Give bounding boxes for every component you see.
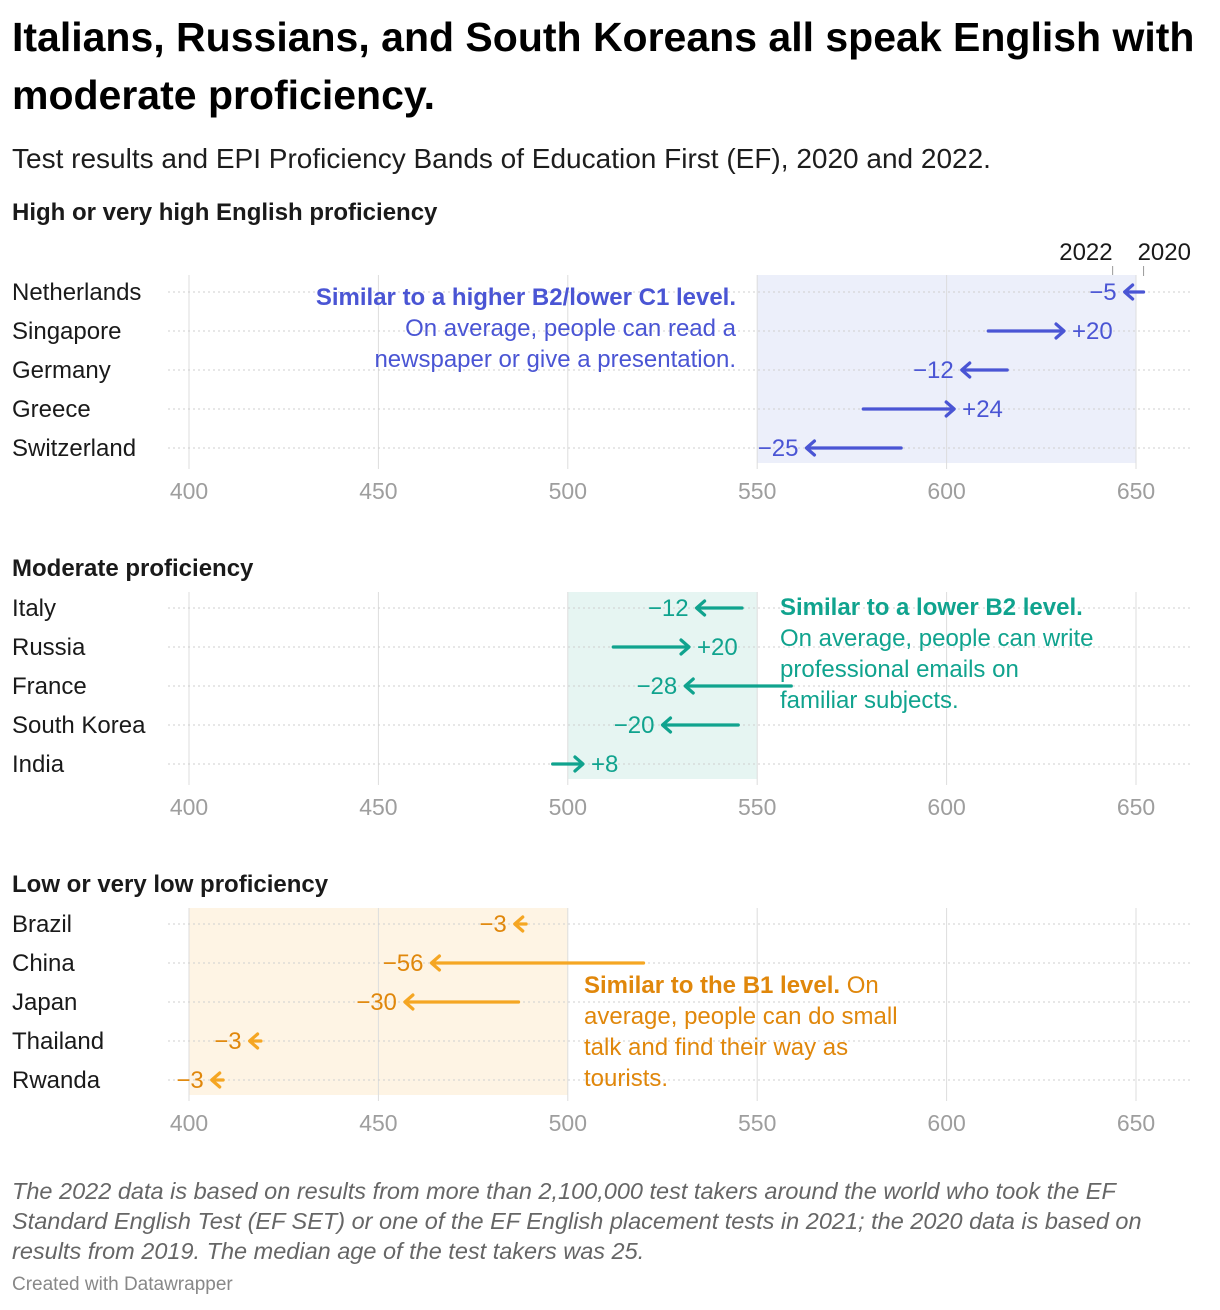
credit: Created with Datawrapper [12, 1274, 233, 1295]
chart-subtitle: Test results and EPI Proficiency Bands o… [12, 143, 991, 174]
tick-label-450: 450 [359, 478, 397, 504]
annotation-low: Similar to the B1 level. On average, peo… [584, 970, 929, 1094]
tick-label-400: 400 [170, 794, 208, 820]
tick-label-600: 600 [927, 794, 965, 820]
country-label-india: India [12, 751, 65, 778]
change-label-india: +8 [591, 751, 618, 778]
arrow-head-germany [960, 361, 972, 379]
chart-title: Italians, Russians, and South Koreans al… [12, 14, 1195, 118]
annotation-high: Similar to a higher B2/lower C1 level. O… [300, 282, 736, 375]
country-label-netherlands: Netherlands [12, 279, 141, 306]
arrow-head-india [573, 755, 585, 773]
arrow-head-greece [944, 400, 956, 418]
tick-label-400: 400 [170, 478, 208, 504]
country-label-south-korea: South Korea [12, 712, 146, 739]
arrow-head-south-korea [660, 716, 673, 734]
tick-label-450: 450 [359, 794, 397, 820]
change-label-south-korea: −20 [614, 712, 655, 739]
tick-label-400: 400 [170, 1110, 208, 1136]
annotation-moderate-text: On average, people can write professiona… [780, 625, 1094, 714]
tick-label-650: 650 [1117, 1110, 1155, 1136]
tick-label-500: 500 [549, 478, 587, 504]
change-label-thailand: −3 [214, 1028, 241, 1055]
change-label-russia: +20 [697, 634, 738, 661]
arrow-head-netherlands [1123, 283, 1135, 301]
tick-label-450: 450 [359, 1110, 397, 1136]
country-label-russia: Russia [12, 634, 86, 661]
country-label-china: China [12, 950, 75, 977]
tick-label-550: 550 [738, 1110, 776, 1136]
annotation-moderate: Similar to a lower B2 level. On average,… [780, 592, 1100, 716]
country-label-germany: Germany [12, 357, 111, 384]
arrow-head-china [429, 954, 442, 972]
country-label-thailand: Thailand [12, 1028, 104, 1055]
tick-label-500: 500 [549, 794, 587, 820]
tick-label-650: 650 [1117, 794, 1155, 820]
country-label-brazil: Brazil [12, 911, 72, 938]
tick-label-550: 550 [738, 794, 776, 820]
annotation-high-text: On average, people can read a newspaper … [374, 315, 736, 373]
country-label-rwanda: Rwanda [12, 1067, 101, 1094]
country-label-switzerland: Switzerland [12, 435, 136, 462]
arrow-head-japan [403, 993, 415, 1011]
arrow-head-rwanda [210, 1071, 222, 1089]
change-label-greece: +24 [962, 396, 1003, 423]
change-label-singapore: +20 [1072, 318, 1113, 345]
arrow-head-italy [694, 599, 707, 617]
tick-label-600: 600 [927, 478, 965, 504]
change-label-germany: −12 [913, 357, 954, 384]
legend-2022-label: 2022 [1059, 239, 1112, 266]
change-label-rwanda: −3 [176, 1067, 203, 1094]
arrow-head-singapore [1054, 322, 1066, 340]
annotation-low-bold: Similar to the B1 level. [584, 972, 841, 999]
legend-2020-label: 2020 [1138, 239, 1191, 266]
arrow-head-switzerland [804, 439, 817, 457]
arrow-head-brazil [513, 915, 525, 933]
change-label-switzerland: −25 [758, 435, 799, 462]
panel-moderate: Moderate proficiency 400 450 500 550 600 650 It… [12, 555, 1190, 820]
country-label-japan: Japan [12, 989, 77, 1016]
tick-label-650: 650 [1117, 478, 1155, 504]
change-label-japan: −30 [356, 989, 397, 1016]
country-label-france: France [12, 673, 87, 700]
tick-label-600: 600 [927, 1110, 965, 1136]
annotation-low-text: On average, people can do small talk and… [584, 972, 898, 1092]
panel-high: High or very high English proficiency 400… [12, 199, 1190, 504]
footnote: The 2022 data is based on results from m… [12, 1178, 1142, 1264]
arrow-head-thailand [248, 1032, 260, 1050]
country-label-italy: Italy [12, 595, 56, 622]
annotation-high-bold: Similar to a higher B2/lower C1 level. [315, 284, 736, 311]
panel-title-high: High or very high English proficiency [12, 199, 438, 226]
arrow-head-france [683, 677, 695, 695]
country-label-greece: Greece [12, 396, 91, 423]
arrow-head-russia [679, 638, 691, 656]
change-label-italy: −12 [648, 595, 689, 622]
country-label-singapore: Singapore [12, 318, 121, 345]
change-label-china: −56 [383, 950, 424, 977]
panel-title-moderate: Moderate proficiency [12, 555, 254, 582]
panel-low: Low or very low proficiency 400 450 500 550 6… [12, 871, 1190, 1136]
tick-label-500: 500 [549, 1110, 587, 1136]
panel-title-low: Low or very low proficiency [12, 871, 329, 898]
change-label-netherlands: −5 [1089, 279, 1116, 306]
tick-label-550: 550 [738, 478, 776, 504]
change-label-france: −28 [637, 673, 678, 700]
change-label-brazil: −3 [479, 911, 506, 938]
annotation-moderate-bold: Similar to a lower B2 level. [780, 594, 1083, 621]
